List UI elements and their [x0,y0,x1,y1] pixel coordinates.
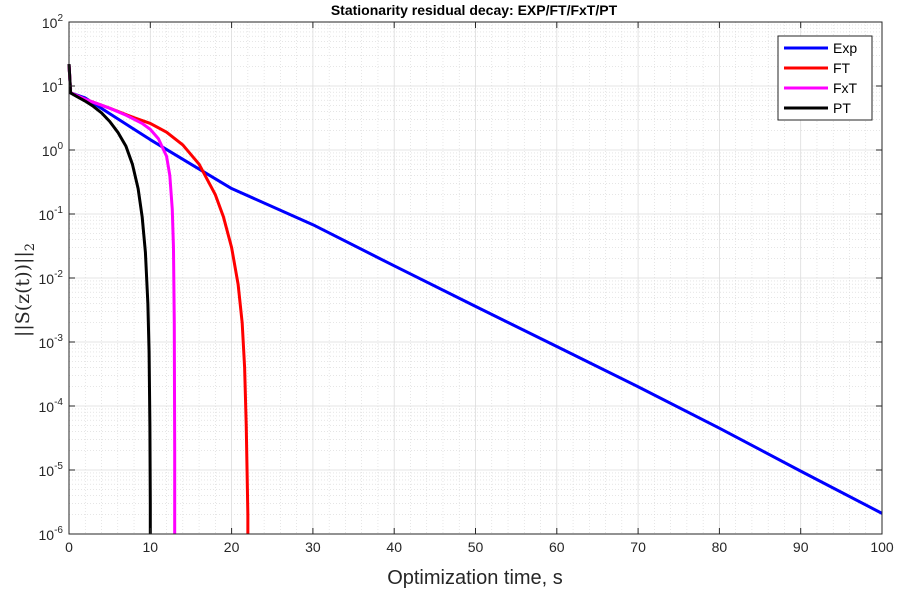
series-layer [67,63,883,534]
y-axis-label-subscript: 2 [23,243,38,251]
x-tick-label: 50 [468,539,484,555]
y-axis-label-main: ||S(z(t))|| [12,251,34,337]
y-tick-label: 10-5 [39,461,64,479]
x-tick-label: 20 [224,539,240,555]
legend-label-pt: PT [833,100,851,116]
tick-labels: 0 10 20 30 40 50 60 70 80 90 100 10-6 10-5 10-4 10-3 10… [39,13,894,555]
legend-label-ft: FT [833,60,851,76]
chart-title: Stationarity residual decay: EXP/FT/FxT/… [331,2,618,18]
legend: Exp FT FxT PT [777,35,873,121]
x-tick-label: 90 [793,539,809,555]
x-tick-label: 100 [870,539,894,555]
legend-box [777,35,873,121]
legend-label-fxt: FxT [833,80,858,96]
x-tick-label: 60 [549,539,565,555]
y-tick-label: 10-4 [39,397,64,415]
x-tick-label: 40 [386,539,402,555]
x-tick-label: 80 [712,539,728,555]
y-axis-label: ||S(z(t))||2 [12,243,38,337]
y-tick-label: 100 [42,141,64,159]
x-tick-label: 30 [305,539,321,555]
y-tick-label: 101 [42,77,64,95]
x-tick-label: 10 [143,539,159,555]
x-tick-label: 0 [65,539,73,555]
ticks [68,21,883,535]
y-tick-label: 10-1 [39,205,64,223]
svg-text:||S(z(t))||2: ||S(z(t))||2 [12,243,38,337]
legend-label-exp: Exp [833,40,857,56]
y-tick-label: 10-3 [39,333,64,351]
x-tick-label: 70 [630,539,646,555]
y-tick-label: 10-6 [39,525,64,543]
x-axis-label: Optimization time, s [387,567,563,589]
y-tick-label: 10-2 [39,269,64,287]
y-tick-label: 102 [42,13,64,31]
series-line-pt [67,63,152,534]
series-line-fxt [67,63,177,534]
